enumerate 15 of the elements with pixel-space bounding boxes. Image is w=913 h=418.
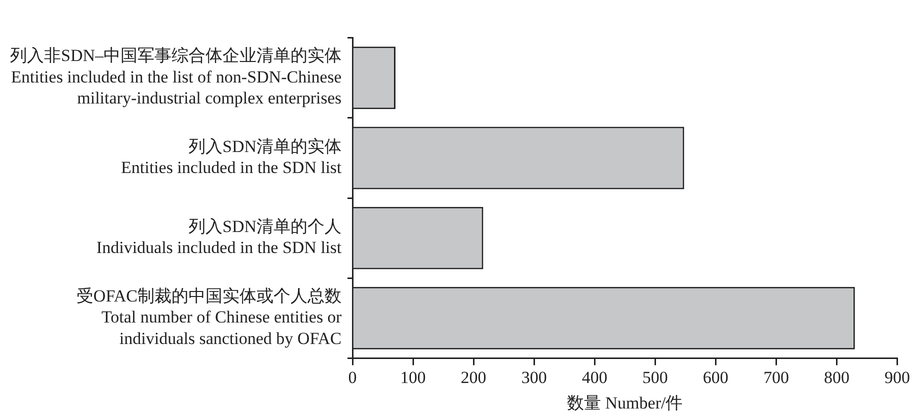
x-tick-label: 700 <box>763 368 789 387</box>
x-axis-title: 数量 Number/件 <box>567 393 683 412</box>
x-tick-label: 0 <box>348 368 357 387</box>
x-tick-label: 900 <box>884 368 910 387</box>
x-tick-label: 800 <box>824 368 850 387</box>
y-tick-label: 受OFAC制裁的中国实体或个人总数 Total number of Chinese entities or individuals sanctioned by OFAC <box>76 286 342 348</box>
x-tick-label: 600 <box>702 368 728 387</box>
x-tick-label: 200 <box>460 368 486 387</box>
y-tick-label: 列入非SDN–中国军事综合体企业清单的实体 Entities included in the list of non-SDN-Chinese military-industrial complex enterprises <box>10 46 342 108</box>
x-tick-label: 100 <box>400 368 426 387</box>
x-tick-label: 400 <box>582 368 608 387</box>
y-tick-label: 列入SDN清单的实体 Entities included in the SDN list <box>120 136 342 178</box>
y-tick-label: 列入SDN清单的个人 Individuals included in the SDN list <box>96 216 342 258</box>
x-tick-label: 500 <box>642 368 668 387</box>
x-tick-label: 300 <box>521 368 547 387</box>
